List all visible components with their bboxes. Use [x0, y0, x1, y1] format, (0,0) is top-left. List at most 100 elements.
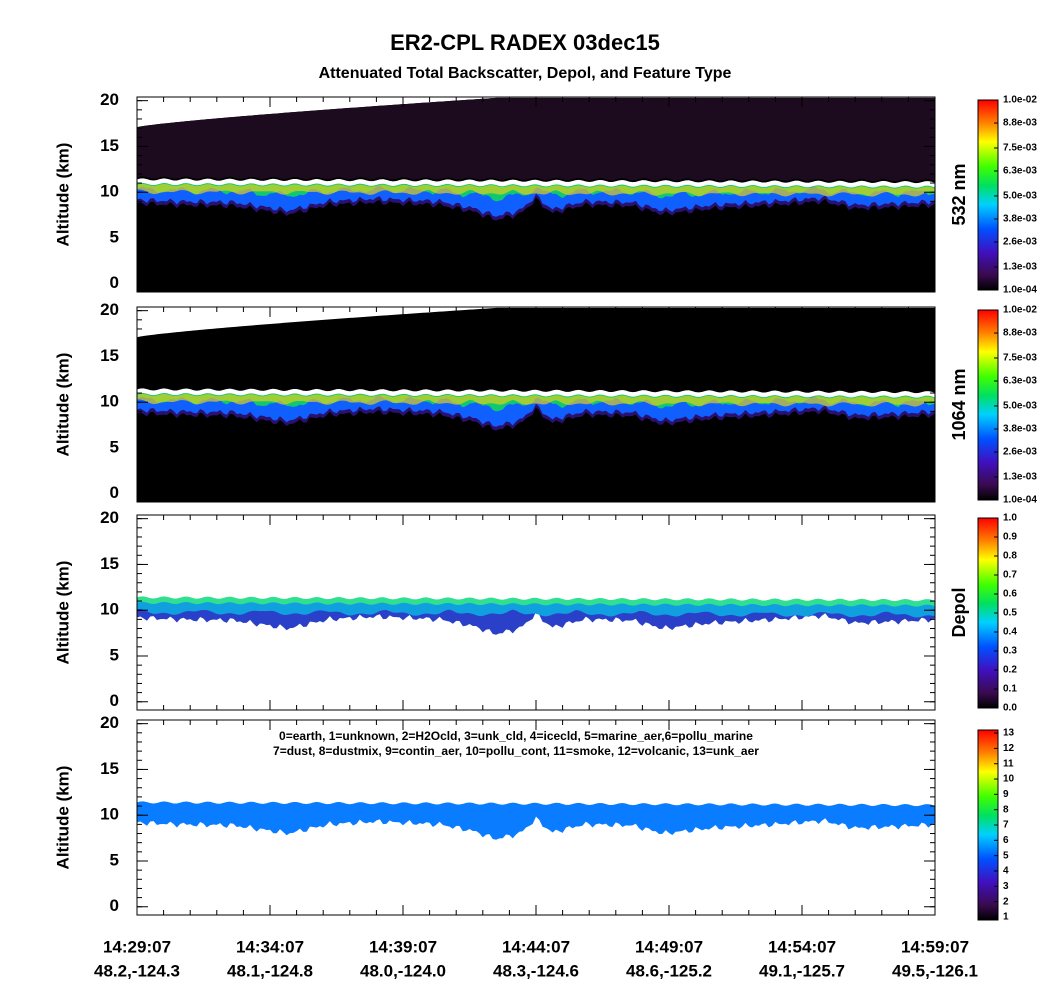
colorbar-tick-label: 8.8e-03: [1003, 328, 1037, 339]
colorbar-tick-label: 3.8e-03: [1003, 424, 1037, 435]
title: ER2-CPL RADEX 03dec15: [390, 30, 660, 55]
colorbar-label: 532 nm: [949, 163, 969, 225]
y-tick-label: 20: [100, 713, 119, 732]
colorbar-tick-label: 0.7: [1003, 570, 1017, 581]
colorbar-tick-label: 6: [1003, 835, 1009, 846]
x-tick-time: 14:34:07: [236, 937, 304, 956]
y-tick-label: 20: [100, 90, 119, 109]
x-tick-location: 49.1,-125.7: [759, 961, 845, 980]
y-axis-label: Altitude (km): [53, 353, 72, 457]
colorbar: [977, 309, 999, 501]
colorbar-label: 1064 nm: [949, 368, 969, 440]
annotation: 7=dust, 8=dustmix, 9=contin_aer, 10=poll…: [273, 744, 759, 758]
cloud-top: [137, 178, 935, 188]
y-tick-label: 0: [110, 273, 119, 292]
colorbar-tick-label: 0.1: [1003, 684, 1017, 695]
y-tick-label: 0: [110, 691, 119, 710]
annotation: 0=earth, 1=unknown, 2=H2Ocld, 3=unk_cld,…: [279, 729, 753, 743]
panel: 0 5 10 15 20 Altitude (km) 0.0 0.1 0.2 0.3 0.4 0.5 0…: [53, 508, 1017, 713]
feature-ice: [137, 801, 935, 840]
x-tick-location: 48.1,-124.8: [227, 961, 313, 980]
subtitle: Attenuated Total Backscatter, Depol, and…: [319, 65, 732, 82]
colorbar-tick-label: 0.3: [1003, 646, 1017, 657]
depol-top: [137, 596, 935, 607]
colorbar-tick-label: 5.0e-03: [1003, 191, 1037, 202]
x-tick-time: 14:29:07: [103, 937, 171, 956]
colorbar-tick-label: 13: [1003, 728, 1015, 739]
x-tick-time: 14:39:07: [369, 937, 437, 956]
x-tick-location: 48.3,-124.6: [493, 961, 579, 980]
y-tick-label: 10: [100, 392, 119, 411]
colorbar-tick-label: 7: [1003, 820, 1009, 831]
colorbar-tick-label: 0.2: [1003, 665, 1017, 676]
colorbar-tick-label: 1.0e-04: [1003, 495, 1037, 506]
colorbar-tick-label: 11: [1003, 758, 1014, 769]
y-tick-label: 10: [100, 805, 119, 824]
colorbar-tick-label: 0.9: [1003, 532, 1017, 543]
y-tick-label: 5: [110, 437, 119, 456]
y-tick-label: 5: [110, 227, 119, 246]
colorbar-tick-label: 10: [1003, 774, 1015, 785]
y-tick-label: 15: [100, 759, 119, 778]
cloud-top: [137, 388, 935, 398]
colorbar-tick-label: 3.8e-03: [1003, 214, 1037, 225]
colorbar-tick-label: 2.6e-03: [1003, 237, 1037, 248]
panel: 0 5 10 15 20 Altitude (km) 1.0e-04 1.3e-03 2.6e-…: [53, 300, 1037, 505]
colorbar-tick-label: 8: [1003, 804, 1009, 815]
y-axis-label: Altitude (km): [53, 143, 72, 247]
colorbar-tick-label: 5: [1003, 850, 1009, 861]
colorbar-tick-label: 0.4: [1003, 627, 1017, 638]
colorbar-tick-label: 0.5: [1003, 608, 1017, 619]
colorbar-tick-label: 4: [1003, 866, 1009, 877]
colorbar-tick-label: 0.8: [1003, 551, 1017, 562]
x-tick-time: 14:54:07: [768, 937, 836, 956]
colorbar: [977, 99, 999, 291]
colorbar-label: Depol: [949, 587, 969, 637]
y-tick-label: 15: [100, 346, 119, 365]
y-axis-label: Altitude (km): [53, 561, 72, 665]
x-tick-time: 14:44:07: [502, 937, 570, 956]
colorbar-tick-label: 12: [1003, 743, 1015, 754]
cloud-hot: [137, 183, 935, 197]
colorbar-tick-label: 1.0e-02: [1003, 305, 1037, 316]
y-tick-label: 15: [100, 136, 119, 155]
x-tick-location: 48.2,-124.3: [94, 961, 180, 980]
colorbar-tick-label: 1.3e-03: [1003, 262, 1037, 273]
y-axis-label: Altitude (km): [53, 766, 72, 870]
haze: [137, 97, 935, 182]
colorbar-tick-label: 1.3e-03: [1003, 472, 1037, 483]
colorbar-tick-label: 8.8e-03: [1003, 118, 1037, 129]
y-tick-label: 20: [100, 300, 119, 319]
colorbar-tick-label: 0.6: [1003, 589, 1017, 600]
x-tick-location: 48.6,-125.2: [626, 961, 712, 980]
x-tick-time: 14:59:07: [901, 937, 969, 956]
colorbar-tick-label: 7.5e-03: [1003, 353, 1037, 364]
colorbar-tick-label: 1.0e-04: [1003, 285, 1037, 296]
y-tick-label: 10: [100, 182, 119, 201]
colorbar-tick-label: 5.0e-03: [1003, 401, 1037, 412]
colorbar-tick-label: 3: [1003, 881, 1009, 892]
colorbar-tick-label: 1: [1003, 912, 1009, 923]
colorbar-tick-label: 2.6e-03: [1003, 447, 1037, 458]
colorbar-tick-label: 6.3e-03: [1003, 376, 1037, 387]
x-tick-location: 49.5,-126.1: [892, 961, 978, 980]
x-tick-location: 48.0,-124.0: [360, 961, 446, 980]
y-tick-label: 5: [110, 645, 119, 664]
panel: 0 5 10 15 20 Altitude (km) 1.0e-04 1.3e-03 2.6e-…: [53, 90, 1037, 295]
colorbar-tick-label: 2: [1003, 896, 1009, 907]
y-tick-label: 20: [100, 508, 119, 527]
x-tick-time: 14:49:07: [635, 937, 703, 956]
colorbar-tick-label: 9: [1003, 789, 1009, 800]
y-tick-label: 0: [110, 483, 119, 502]
y-tick-label: 5: [110, 850, 119, 869]
y-tick-label: 0: [110, 896, 119, 915]
cloud-hot: [137, 393, 935, 407]
colorbar-tick-label: 1.0: [1003, 513, 1017, 524]
y-tick-label: 15: [100, 554, 119, 573]
colorbar-tick-label: 1.0e-02: [1003, 95, 1037, 106]
colorbar-tick-label: 0.0: [1003, 703, 1017, 714]
no-data: [137, 307, 935, 338]
colorbar-tick-label: 6.3e-03: [1003, 166, 1037, 177]
